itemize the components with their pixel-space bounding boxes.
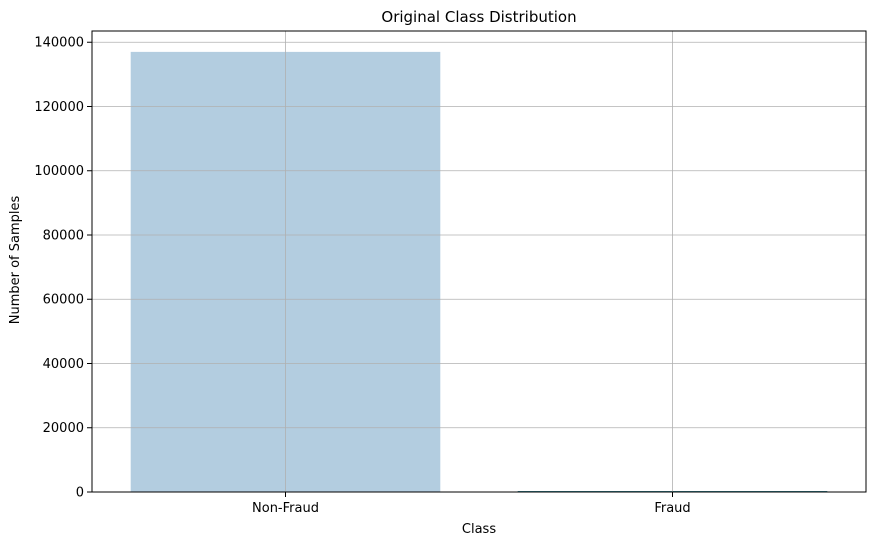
y-tick-label: 40000 [43,357,84,372]
bars [130,51,828,493]
y-axis-label: Number of Samples [8,196,23,325]
y-tick-label: 120000 [34,100,84,115]
plot-frame [91,30,867,493]
y-tick-label: 100000 [34,164,84,179]
x-axis-label: Class [462,522,496,537]
grid [92,31,866,493]
y-tick-label: 0 [76,486,84,501]
x-tick-label: Fraud [654,501,690,516]
chart-title: Original Class Distribution [381,8,576,26]
y-tick-label: 140000 [34,36,84,51]
ticks: 0 20000 40000 60000 80000 100000 120000 140000 N… [34,36,690,516]
y-tick-label: 20000 [43,421,84,436]
x-tick-label: Non-Fraud [252,501,319,516]
y-tick-label: 60000 [43,293,84,308]
y-tick-label: 80000 [43,228,84,243]
